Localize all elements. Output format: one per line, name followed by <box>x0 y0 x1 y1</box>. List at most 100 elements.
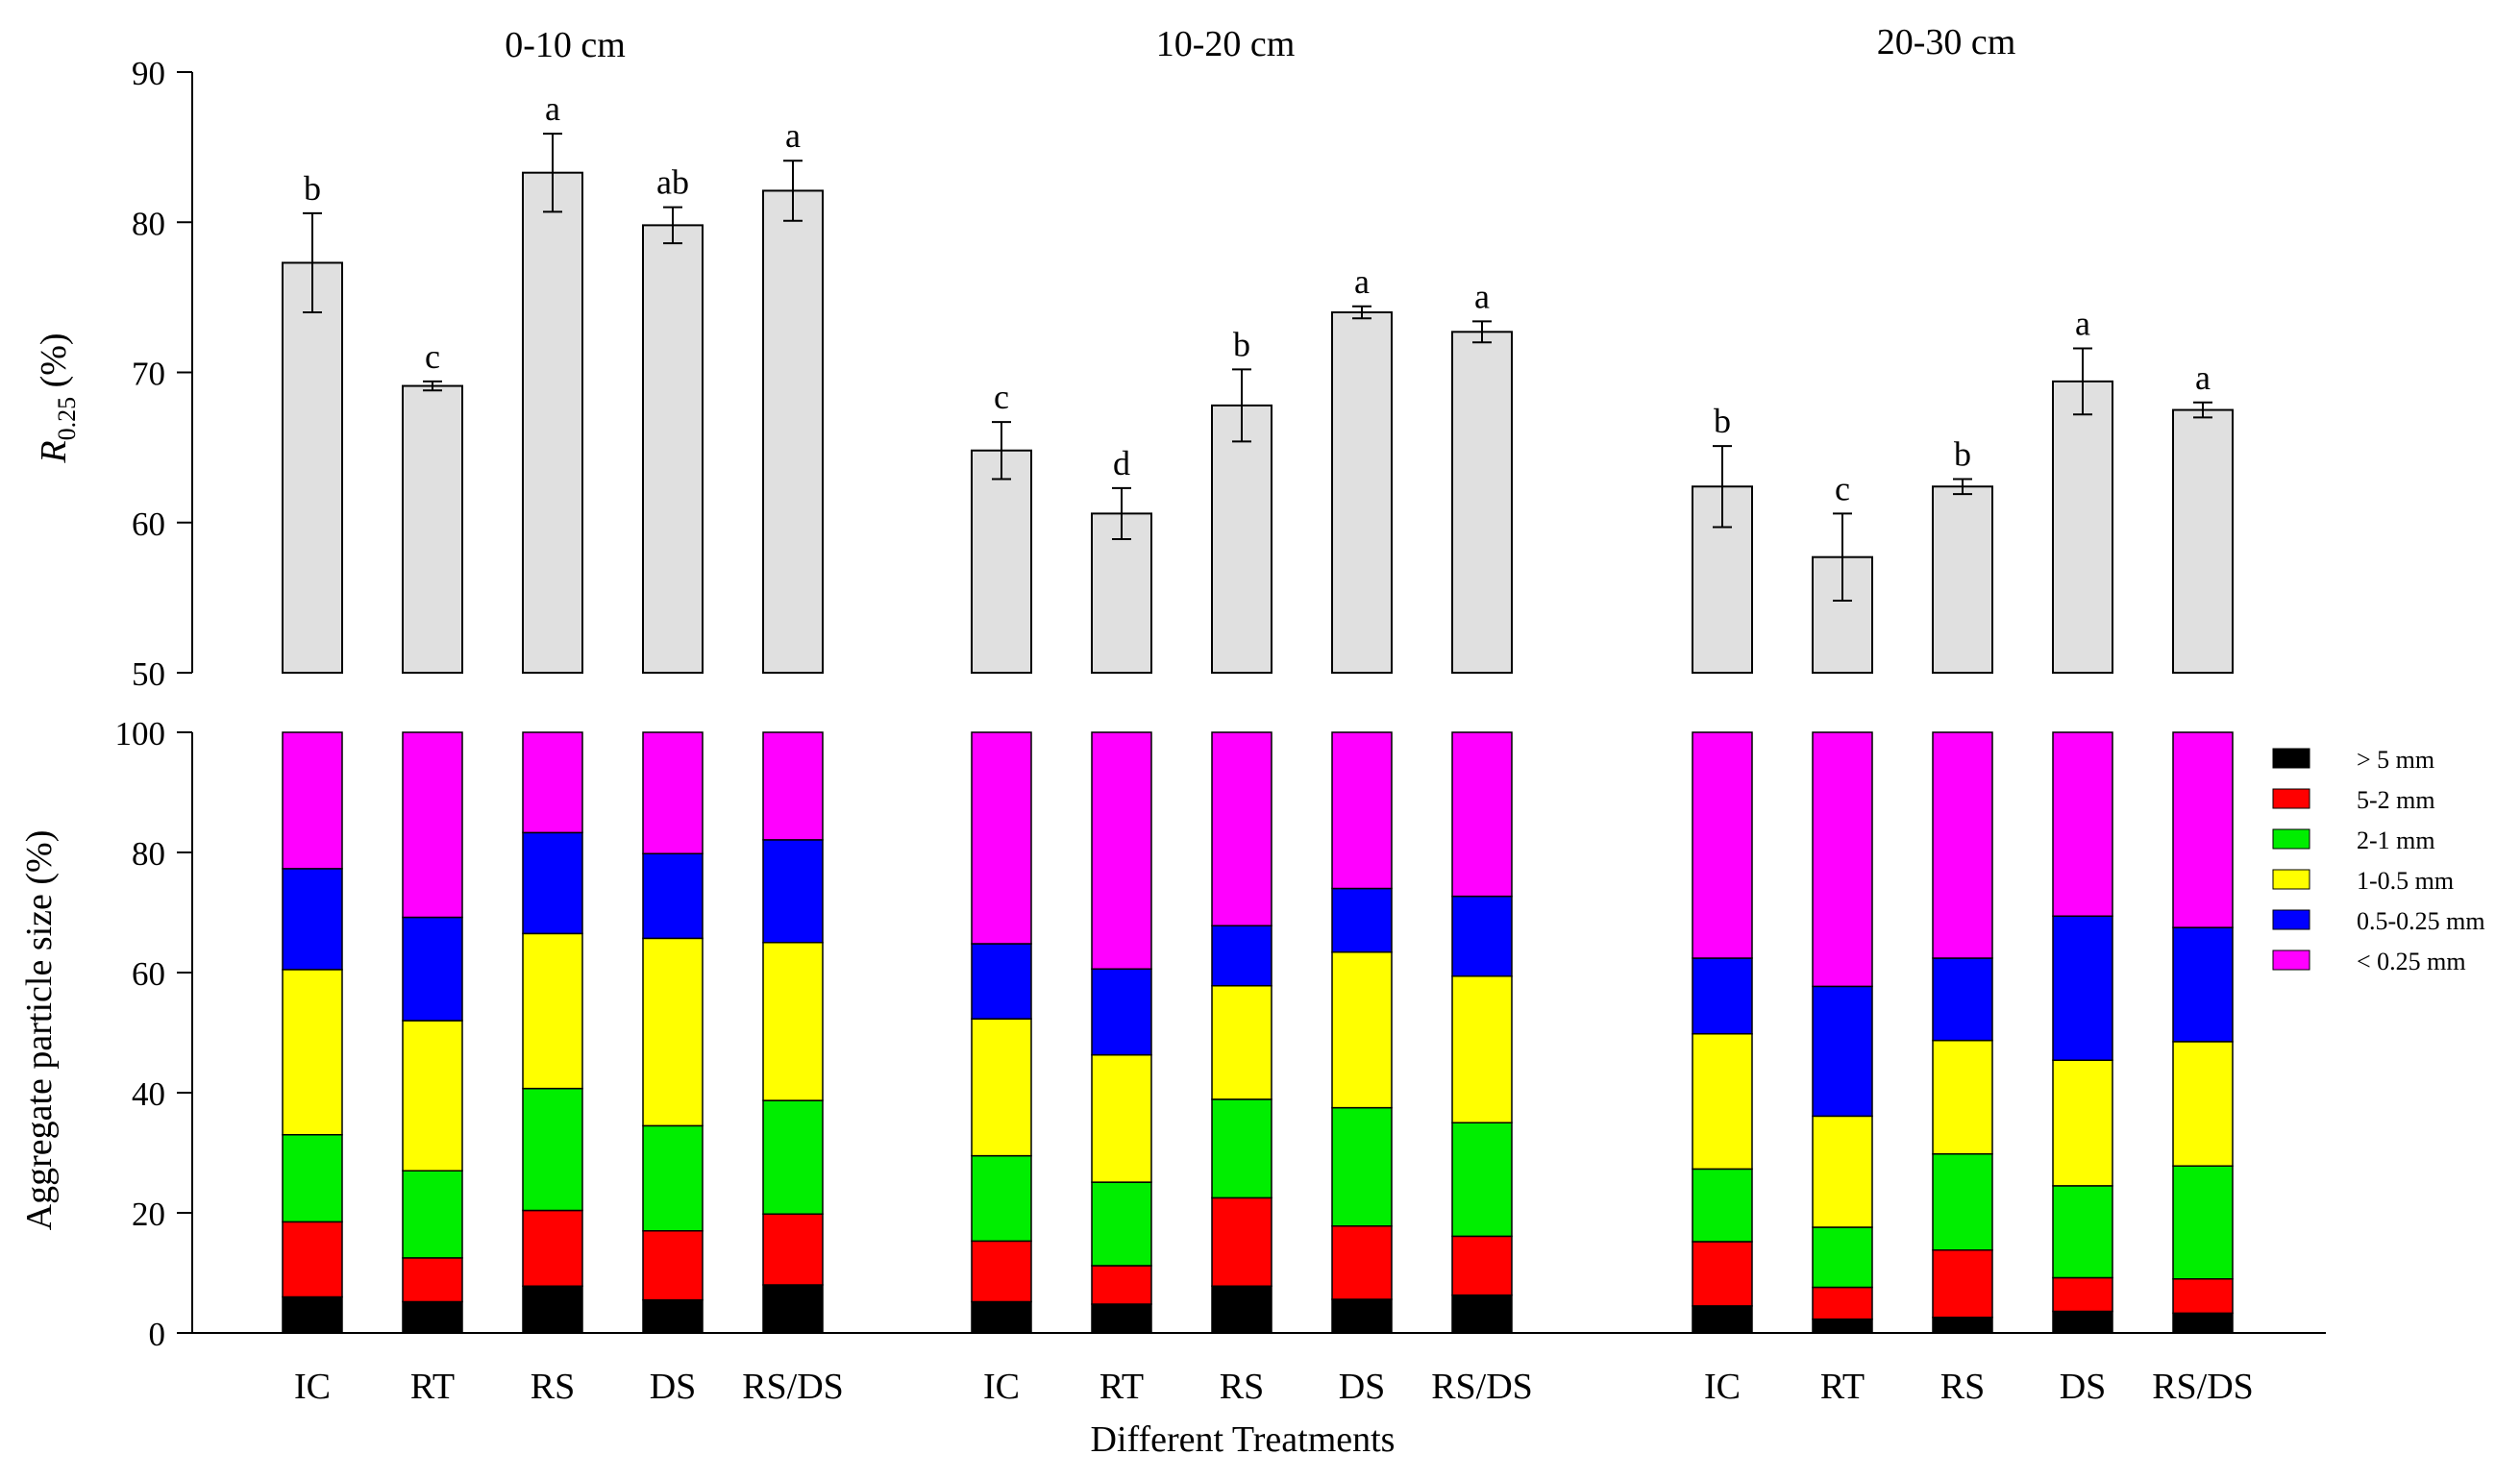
legend-label-2-1: 2-1 mm <box>2357 826 2435 854</box>
bottom-y-tick-label-40: 40 <box>132 1075 165 1113</box>
stacked-segment-depth2-ds-2-1-mm <box>1331 1106 1393 1227</box>
stacked-segment-depth3-rt-5-mm <box>1812 1318 1873 1334</box>
stacked-segment-depth1-rs-1-0.5-mm <box>522 932 583 1090</box>
stacked-segment-depth3-ic-5-mm <box>1692 1305 1753 1334</box>
r025-bar-20-30-cm-rs-ds <box>2172 408 2234 674</box>
top-y-tick-label-70: 70 <box>132 356 165 393</box>
stacked-segment-depth2-rs-5-mm <box>1211 1285 1272 1334</box>
stacked-segment-depth2-ds-0.25-mm <box>1331 731 1393 890</box>
stacked-segment-depth2-ic-2-1-mm <box>971 1154 1032 1243</box>
stacked-segment-depth2-rt-5-mm <box>1091 1303 1152 1334</box>
significance-letter-0-10-cm-ic: b <box>304 169 321 208</box>
bottom-y-axis-label: Aggregate particle size (%) <box>19 830 60 1231</box>
significance-letter-20-30-cm-rs-ds: a <box>2195 358 2211 397</box>
significance-letter-20-30-cm-rt: c <box>1835 469 1850 507</box>
legend-item-gt5: > 5 mm <box>2272 746 2434 774</box>
stacked-segment-depth2-rs-2-1-mm <box>1211 1098 1272 1199</box>
r025-bar-0-10-cm-ic <box>282 261 343 674</box>
significance-letter-0-10-cm-rs-ds: a <box>785 116 801 155</box>
stacked-segment-depth2-rs-ds-0.5-0.25-mm <box>1451 895 1513 977</box>
x-tick-label-depth2-rt: RT <box>1099 1367 1144 1407</box>
stacked-segment-depth3-ic-0.25-mm <box>1692 731 1753 959</box>
legend: > 5 mm 5-2 mm 2-1 mm 1-0.5 mm 0.5-0.25 m… <box>2272 746 2485 975</box>
x-tick-label-depth2-ic: IC <box>983 1367 1020 1407</box>
significance-letter-20-30-cm-ic: b <box>1714 402 1731 440</box>
x-tick-label-depth3-ic: IC <box>1704 1367 1741 1407</box>
bottom-y-tick-label-80: 80 <box>132 835 165 873</box>
stacked-segment-depth1-rt-2-1-mm <box>402 1170 463 1259</box>
x-axis-title: Different Treatments <box>1091 1419 1396 1460</box>
stacked-segment-depth3-rs-1-0.5-mm <box>1932 1039 1993 1155</box>
stacked-segment-depth3-rs-5-mm <box>1932 1317 1993 1334</box>
top-y-tick-label-50: 50 <box>132 655 165 693</box>
significance-letter-10-20-cm-rt: d <box>1113 444 1130 482</box>
stacked-segment-depth3-rs-ds-5-2-mm <box>2172 1278 2234 1315</box>
stacked-segment-depth1-ds-2-1-mm <box>642 1124 704 1232</box>
stacked-segment-depth3-ds-5-2-mm <box>2052 1276 2113 1313</box>
r025-bar-10-20-cm-rs-ds <box>1451 331 1513 674</box>
x-tick-label-depth2-ds: DS <box>1339 1367 1386 1407</box>
r025-bar-0-10-cm-rs-ds <box>762 189 824 674</box>
legend-label-gt5: > 5 mm <box>2357 746 2434 774</box>
significance-letter-20-30-cm-rs: b <box>1954 434 1971 473</box>
r025-bar-0-10-cm-ds <box>642 224 704 674</box>
group-title-20-30cm: 20-30 cm <box>1877 22 2016 62</box>
r025-bar-0-10-cm-rs <box>522 171 583 674</box>
stacked-segment-depth2-rs-0.5-0.25-mm <box>1211 925 1272 987</box>
stacked-segment-depth1-rs-5-mm <box>522 1285 583 1334</box>
stacked-segment-depth3-rs-ds-1-0.5-mm <box>2172 1041 2234 1167</box>
legend-label-5-2: 5-2 mm <box>2357 786 2435 814</box>
stacked-segment-depth2-rt-1-0.5-mm <box>1091 1053 1152 1183</box>
x-tick-labels: IC RT RS DS RS/DS IC RT RS DS RS/DS IC RT RS DS RS/DS <box>294 1367 2254 1407</box>
significance-letter-0-10-cm-ds: ab <box>656 163 689 202</box>
stacked-segment-depth2-ds-5-mm <box>1331 1298 1393 1334</box>
group-title-0-10cm: 0-10 cm <box>505 25 626 65</box>
stacked-segment-depth2-ic-1-0.5-mm <box>971 1018 1032 1157</box>
top-ylabel-subscript: 0.25 <box>53 397 81 441</box>
x-tick-label-depth1-rt: RT <box>410 1367 455 1407</box>
legend-item-lt0.25: < 0.25 mm <box>2272 948 2466 975</box>
significance-letter-10-20-cm-ic: c <box>994 378 1009 416</box>
legend-swatch-1-0.5 <box>2272 869 2310 890</box>
stacked-segment-depth2-ic-5-mm <box>971 1300 1032 1334</box>
stacked-segment-depth3-ds-2-1-mm <box>2052 1185 2113 1279</box>
bottom-y-tick-label-100: 100 <box>115 715 166 752</box>
stacked-segment-depth1-rt-0.5-0.25-mm <box>402 916 463 1022</box>
stacked-segment-depth3-rt-0.25-mm <box>1812 731 1873 988</box>
x-tick-label-depth2-rs: RS <box>1220 1367 1264 1407</box>
stacked-segment-depth1-ic-0.5-0.25-mm <box>282 868 343 971</box>
stacked-segment-depth3-ic-5-2-mm <box>1692 1241 1753 1307</box>
top-y-tick-label-80: 80 <box>132 205 165 242</box>
bottom-y-tick-label-60: 60 <box>132 955 165 993</box>
stacked-segment-depth3-rs-2-1-mm <box>1932 1153 1993 1251</box>
x-tick-label-depth1-rs: RS <box>531 1367 575 1407</box>
x-tick-label-depth3-rt: RT <box>1820 1367 1865 1407</box>
stacked-segment-depth2-rs-ds-0.25-mm <box>1451 731 1513 898</box>
significance-letter-10-20-cm-rs-ds: a <box>1474 277 1490 315</box>
stacked-segment-depth2-rt-0.25-mm <box>1091 731 1152 970</box>
stacked-segment-depth1-rs-ds-0.5-0.25-mm <box>762 839 824 944</box>
significance-letter-10-20-cm-ds: a <box>1354 262 1370 301</box>
stacked-segment-depth2-ds-5-2-mm <box>1331 1225 1393 1300</box>
stacked-segment-depth3-rt-1-0.5-mm <box>1812 1115 1873 1228</box>
stacked-segment-depth2-ic-5-2-mm <box>971 1240 1032 1303</box>
stacked-segment-depth2-rs-0.25-mm <box>1211 731 1272 926</box>
top-y-axis: 50 60 70 80 90 <box>132 55 193 693</box>
legend-label-lt0.25: < 0.25 mm <box>2357 948 2466 975</box>
r025-bar-10-20-cm-rt <box>1091 512 1152 674</box>
stacked-segment-depth1-rt-5-mm <box>402 1300 463 1334</box>
x-tick-label-depth1-ic: IC <box>294 1367 331 1407</box>
x-tick-label-depth3-rs: RS <box>1940 1367 1985 1407</box>
top-ylabel-unit: (%) <box>34 333 74 396</box>
stacked-segment-depth1-rs-0.5-0.25-mm <box>522 831 583 935</box>
stacked-segment-depth1-rs-ds-5-2-mm <box>762 1213 824 1286</box>
x-tick-label-depth3-rs-ds: RS/DS <box>2152 1367 2254 1407</box>
svg-text:R0.25 (%): R0.25 (%) <box>34 333 81 463</box>
stacked-segment-depth1-rt-1-0.5-mm <box>402 1020 463 1172</box>
stacked-segment-depth1-rs-ds-5-mm <box>762 1284 824 1334</box>
stacked-segment-depth2-rs-ds-1-0.5-mm <box>1451 975 1513 1123</box>
stacked-segment-depth1-ds-5-mm <box>642 1298 704 1334</box>
significance-letter-20-30-cm-ds: a <box>2075 305 2090 343</box>
